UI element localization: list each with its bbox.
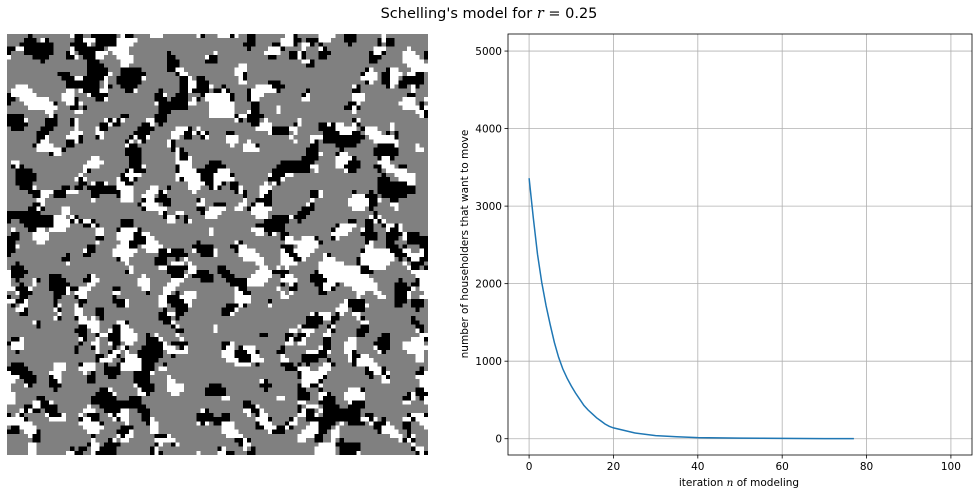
x-tick-label: 40 xyxy=(691,461,704,473)
y-tick-label: 1000 xyxy=(475,356,502,368)
x-axis-label: iteration n of modeling xyxy=(679,477,799,489)
y-tick-label: 2000 xyxy=(475,278,502,290)
figure-title: Schelling's model for r = 0.25 xyxy=(380,6,598,22)
chart-gridlines xyxy=(508,34,972,455)
x-tick-label: 100 xyxy=(941,461,961,473)
x-tick-label: 0 xyxy=(526,461,533,473)
y-tick-label: 0 xyxy=(495,434,502,446)
plot-frame xyxy=(507,33,973,456)
series-line xyxy=(528,178,854,440)
chart-tick-marks xyxy=(504,50,952,459)
y-tick-label: 5000 xyxy=(475,46,502,58)
schelling-grid-heatmap xyxy=(7,34,428,455)
x-tick-label: 80 xyxy=(860,461,873,473)
x-tick-label: 20 xyxy=(607,461,620,473)
y-tick-label: 4000 xyxy=(475,123,502,135)
x-tick-label: 60 xyxy=(775,461,788,473)
y-tick-label: 3000 xyxy=(475,201,502,213)
y-axis-label: number of householders that want to move xyxy=(459,130,471,359)
